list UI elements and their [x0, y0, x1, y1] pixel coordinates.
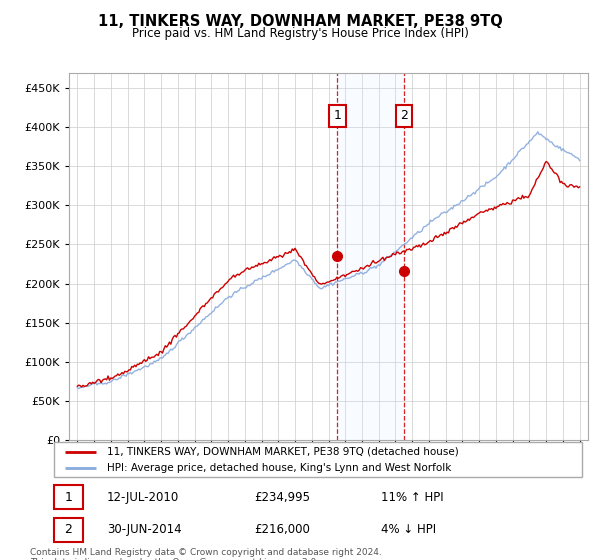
Text: Contains HM Land Registry data © Crown copyright and database right 2024.
This d: Contains HM Land Registry data © Crown c… [30, 548, 382, 560]
Text: 12-JUL-2010: 12-JUL-2010 [107, 491, 179, 504]
Text: 4% ↓ HPI: 4% ↓ HPI [382, 523, 436, 536]
Text: 11% ↑ HPI: 11% ↑ HPI [382, 491, 444, 504]
FancyBboxPatch shape [54, 517, 83, 542]
Text: 11, TINKERS WAY, DOWNHAM MARKET, PE38 9TQ: 11, TINKERS WAY, DOWNHAM MARKET, PE38 9T… [98, 14, 502, 29]
Text: HPI: Average price, detached house, King's Lynn and West Norfolk: HPI: Average price, detached house, King… [107, 463, 451, 473]
FancyBboxPatch shape [54, 442, 582, 477]
Text: £216,000: £216,000 [254, 523, 311, 536]
Text: 1: 1 [64, 491, 72, 504]
Text: 1: 1 [334, 109, 341, 122]
Text: 2: 2 [64, 523, 72, 536]
Text: 30-JUN-2014: 30-JUN-2014 [107, 523, 181, 536]
Text: 11, TINKERS WAY, DOWNHAM MARKET, PE38 9TQ (detached house): 11, TINKERS WAY, DOWNHAM MARKET, PE38 9T… [107, 447, 458, 457]
Text: 2: 2 [400, 109, 408, 122]
FancyBboxPatch shape [54, 485, 83, 510]
Bar [337, 73, 404, 440]
Text: Price paid vs. HM Land Registry's House Price Index (HPI): Price paid vs. HM Land Registry's House … [131, 27, 469, 40]
Text: £234,995: £234,995 [254, 491, 311, 504]
